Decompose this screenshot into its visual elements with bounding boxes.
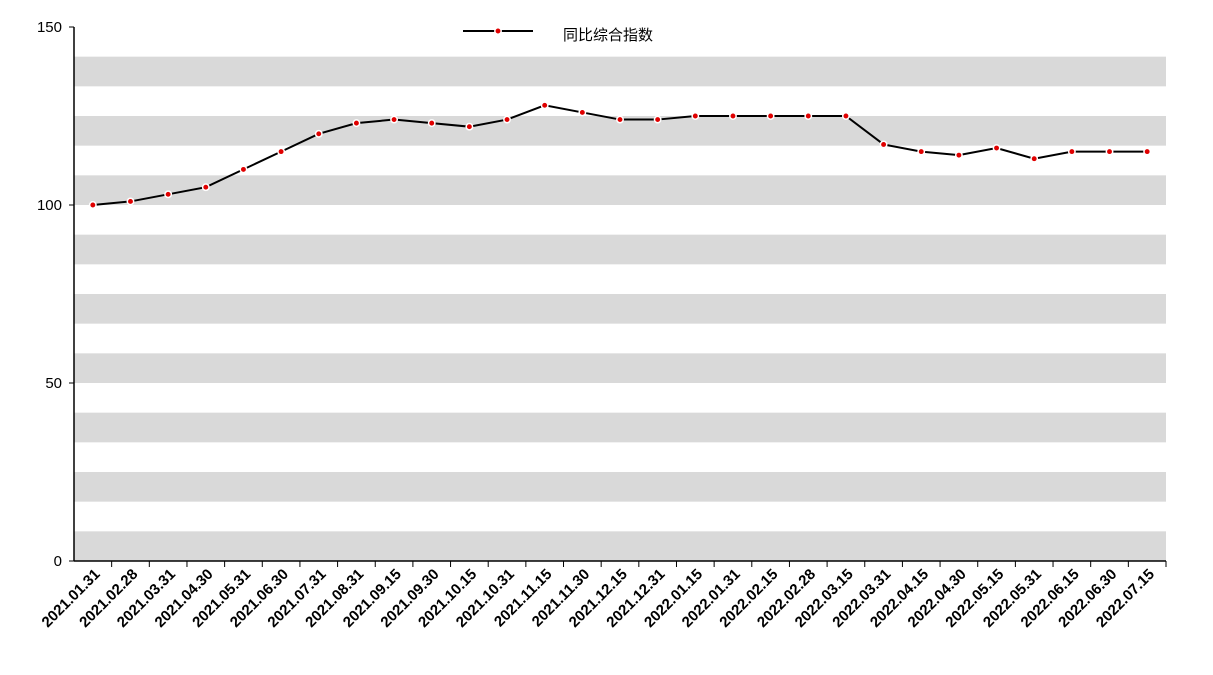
point — [992, 144, 1001, 152]
background-stripe — [74, 412, 1166, 443]
y-tick-label: 0 — [54, 553, 62, 570]
point — [1030, 154, 1039, 163]
background-stripe — [74, 472, 1166, 502]
point — [390, 115, 399, 124]
point — [503, 115, 511, 124]
background-stripe — [74, 234, 1166, 265]
point — [239, 165, 248, 174]
point — [841, 112, 850, 120]
point — [277, 147, 286, 156]
point — [691, 112, 700, 120]
point — [879, 140, 888, 149]
y-tick-label: 150 — [37, 19, 62, 36]
background-stripe — [74, 353, 1166, 383]
point — [88, 201, 97, 209]
point — [465, 122, 474, 131]
point — [1105, 147, 1114, 156]
legend-label: 同比综合指数 — [563, 27, 653, 44]
point — [1143, 147, 1152, 156]
background-stripe — [74, 531, 1166, 561]
point — [578, 108, 587, 117]
legend-marker — [494, 27, 502, 35]
point — [201, 183, 210, 192]
point — [954, 151, 963, 160]
point — [616, 115, 624, 124]
point — [126, 197, 135, 206]
point — [729, 112, 737, 120]
y-tick-label: 50 — [45, 375, 62, 392]
point — [1067, 147, 1076, 156]
y-tick-label: 100 — [37, 197, 62, 214]
point — [352, 119, 361, 128]
point — [804, 112, 813, 120]
point — [766, 112, 775, 120]
point — [917, 147, 926, 156]
background-stripe — [74, 175, 1166, 205]
point — [314, 129, 323, 138]
background-stripe — [74, 294, 1166, 324]
point — [427, 119, 436, 128]
point — [653, 115, 662, 124]
point — [540, 101, 549, 110]
point — [164, 190, 173, 199]
background-stripe — [74, 56, 1166, 87]
